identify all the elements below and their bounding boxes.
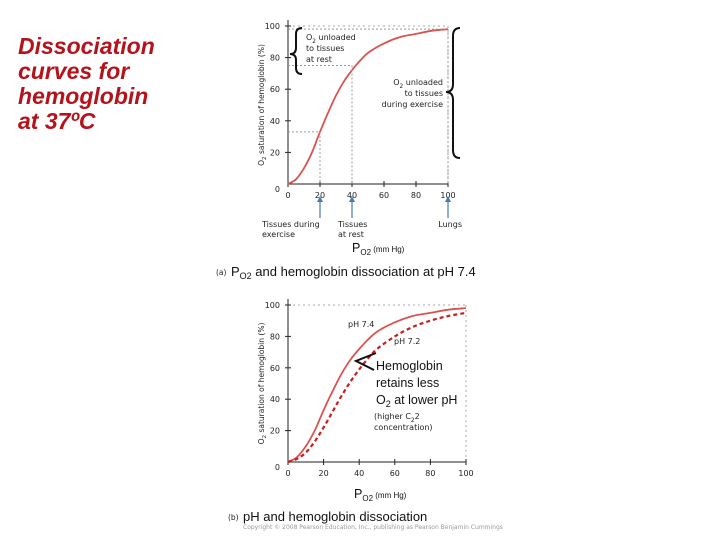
brace-during-exercise bbox=[445, 27, 461, 159]
y-tick-label: 20 bbox=[270, 148, 280, 157]
annotation-rest-line: O2 unloaded bbox=[306, 33, 356, 45]
y-tick-label: 40 bbox=[270, 395, 280, 404]
series-label-ph72: pH 7.2 bbox=[394, 337, 420, 346]
copyright-footer: Copyright © 2008 Pearson Education, Inc.… bbox=[243, 524, 503, 531]
annotation-exercise-line: during exercise bbox=[382, 100, 443, 109]
x-tick-label: 80 bbox=[411, 191, 421, 200]
annotation-exercise-line: O2 unloaded bbox=[393, 78, 443, 90]
annotation-rest-line: at rest bbox=[306, 55, 332, 64]
series-line-1 bbox=[287, 307, 467, 463]
chart-caption: pH and hemoglobin dissociation bbox=[243, 509, 427, 524]
annotation-exercise-line: to tissues bbox=[405, 89, 443, 98]
marker-arrow-head bbox=[317, 196, 323, 202]
annotation-line: retains less bbox=[376, 376, 439, 390]
y-tick-label: 20 bbox=[270, 427, 280, 436]
annotation-rest-line: to tissues bbox=[306, 44, 344, 53]
x-tick-label: 0 bbox=[285, 469, 290, 478]
marker-arrow-head bbox=[445, 196, 451, 202]
x-axis-label: PO2 (mm Hg) bbox=[352, 241, 405, 257]
chart-b: 0 20 40 60 80 100 0 20 40 60 80 100 O2 saturation of… bbox=[228, 299, 503, 531]
annotation-line: Hemoglobin bbox=[376, 359, 443, 373]
x-tick-label: 40 bbox=[354, 469, 364, 478]
y-tick-label: 100 bbox=[265, 22, 280, 31]
y-tick-label: 80 bbox=[270, 332, 280, 341]
y-tick-label: 0 bbox=[275, 185, 280, 194]
x-tick-label: 60 bbox=[390, 469, 400, 478]
annotation-sub-line: (higher C22 bbox=[374, 412, 420, 424]
y-tick-label: 80 bbox=[270, 54, 280, 63]
series-label-ph74: pH 7.4 bbox=[348, 320, 374, 329]
slide-title: Dissociation curves for hemoglobin at 37… bbox=[18, 34, 228, 134]
y-tick-label: 100 bbox=[265, 301, 280, 310]
title-line-3: hemoglobin bbox=[18, 83, 149, 109]
y-tick-label: 0 bbox=[275, 463, 280, 472]
x-tick-label: 20 bbox=[315, 191, 325, 200]
x-marker-label: at rest bbox=[338, 230, 364, 239]
y-tick-label: 60 bbox=[270, 364, 280, 373]
pointer-chevron bbox=[353, 352, 377, 371]
y-axis-label: O2 saturation of hemoglobin (%) bbox=[257, 44, 268, 166]
y-axis-label: O2 saturation of hemoglobin (%) bbox=[257, 323, 268, 445]
caption-prefix: (b) bbox=[228, 513, 239, 522]
chart-a: 0 20 40 60 80 100 0 20 40 60 80 100 O2 saturation of… bbox=[216, 20, 476, 281]
annotation-line: O2 at lower pH bbox=[376, 393, 457, 409]
series-line-1 bbox=[287, 28, 449, 185]
x-marker-label: Lungs bbox=[438, 220, 462, 229]
title-line-2: curves for bbox=[18, 58, 130, 84]
x-marker-label: exercise bbox=[262, 230, 295, 239]
title-line-4: at 37ºC bbox=[18, 108, 96, 134]
x-marker-label: Tissues during bbox=[261, 220, 320, 229]
series-line-2 bbox=[287, 311, 467, 464]
y-tick-label: 60 bbox=[270, 85, 280, 94]
x-marker-label: Tissues bbox=[337, 220, 367, 229]
x-axis-label: PO2 (mm Hg) bbox=[354, 487, 407, 503]
x-tick-label: 40 bbox=[347, 191, 357, 200]
chart-caption: PO2 and hemoglobin dissociation at pH 7.… bbox=[231, 264, 476, 281]
x-tick-label: 80 bbox=[425, 469, 435, 478]
y-tick-label: 40 bbox=[270, 117, 280, 126]
x-tick-label: 100 bbox=[458, 469, 473, 478]
caption-prefix: (a) bbox=[216, 268, 227, 277]
title-line-1: Dissociation bbox=[18, 33, 155, 59]
annotation-sub-line: concentration) bbox=[374, 423, 433, 432]
x-tick-label: 60 bbox=[379, 191, 389, 200]
x-tick-label: 20 bbox=[319, 469, 329, 478]
x-tick-label: 100 bbox=[440, 191, 455, 200]
marker-arrow-head bbox=[349, 196, 355, 202]
brace-at-rest bbox=[289, 27, 303, 75]
x-tick-label: 0 bbox=[285, 191, 290, 200]
